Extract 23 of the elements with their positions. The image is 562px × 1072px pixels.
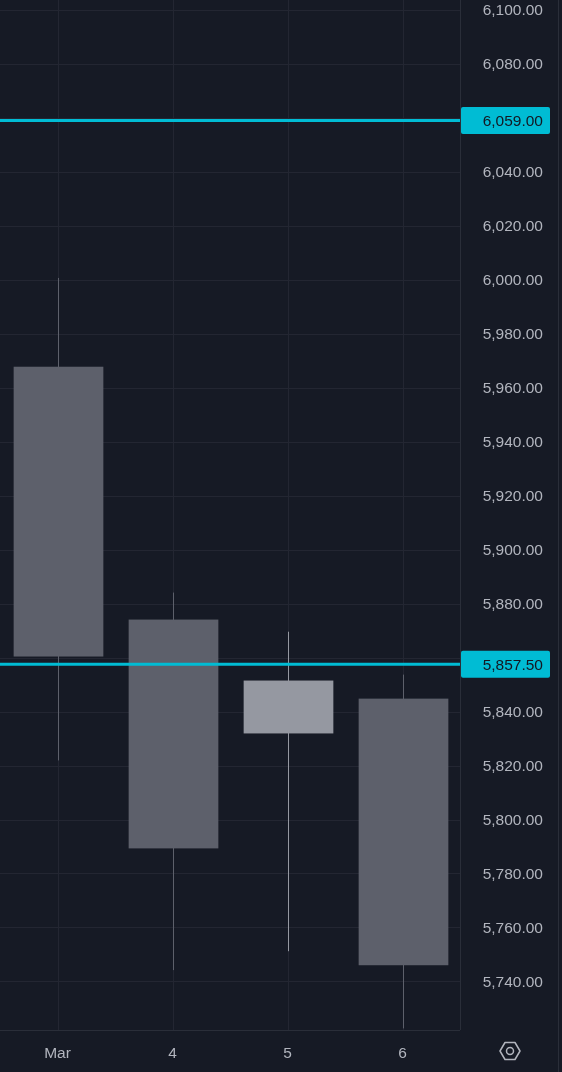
y-tick-label: 5,820.00 bbox=[482, 757, 544, 775]
y-tick-label: 5,780.00 bbox=[482, 864, 544, 882]
y-tick-label: 6,000.00 bbox=[482, 271, 544, 289]
y-tick-label: 5,940.00 bbox=[482, 433, 544, 451]
y-tick-label: 6,100.00 bbox=[482, 1, 544, 19]
y-tick-label: 5,980.00 bbox=[482, 325, 544, 343]
y-tick-label: 5,840.00 bbox=[482, 703, 544, 721]
y-tick-label: 5,900.00 bbox=[482, 541, 544, 559]
y-tick-label: 5,740.00 bbox=[482, 972, 544, 990]
ref-line-label: 5,857.50 bbox=[482, 655, 544, 673]
y-tick-label: 6,020.00 bbox=[482, 217, 544, 235]
y-tick-label: 5,920.00 bbox=[482, 487, 544, 505]
y-tick-label: 5,800.00 bbox=[482, 811, 544, 829]
y-tick-label: 6,080.00 bbox=[482, 55, 544, 73]
x-tick-label: 6 bbox=[398, 1043, 407, 1061]
y-tick-label: 6,040.00 bbox=[482, 163, 544, 181]
x-tick-label: 4 bbox=[168, 1043, 178, 1061]
y-tick-label: 5,960.00 bbox=[482, 379, 544, 397]
x-tick-label: Mar bbox=[44, 1043, 71, 1061]
y-tick-label: 5,760.00 bbox=[482, 918, 544, 936]
x-tick-label: 5 bbox=[283, 1043, 292, 1061]
y-tick-label: 5,880.00 bbox=[482, 595, 544, 613]
ref-line-label: 6,059.00 bbox=[482, 112, 544, 130]
